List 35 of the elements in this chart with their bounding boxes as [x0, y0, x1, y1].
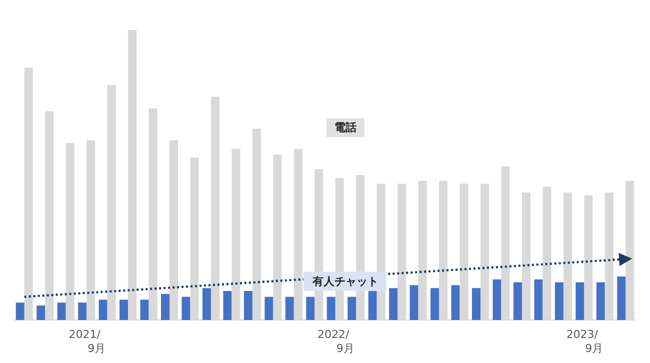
bar [98, 300, 108, 320]
bar [348, 296, 356, 320]
bar [306, 296, 315, 320]
bar [410, 285, 418, 320]
bar [264, 296, 274, 320]
bar [430, 288, 440, 320]
bar [223, 291, 232, 320]
x-tick-label: 2021/ 9月 [68, 328, 106, 355]
bar [78, 302, 87, 320]
series-label: 有人チャット [311, 274, 378, 288]
bar [36, 306, 46, 320]
bar [202, 288, 211, 320]
bar [534, 279, 543, 320]
bar [57, 302, 66, 320]
bar [472, 288, 480, 320]
bar [285, 296, 294, 320]
bar [244, 291, 252, 320]
bar [389, 288, 398, 320]
bar [161, 294, 170, 320]
bar [554, 282, 564, 320]
bar [492, 279, 502, 320]
bar [182, 296, 190, 320]
bar [120, 300, 128, 320]
bar [617, 276, 626, 320]
bar [140, 300, 149, 320]
bar [576, 282, 584, 320]
x-tick-label: 2023/ 9月 [566, 328, 604, 355]
bar [451, 285, 460, 320]
bar [596, 282, 605, 320]
bar [16, 302, 24, 320]
text: 電話 [334, 121, 356, 134]
bar [368, 291, 377, 320]
bar [513, 282, 522, 320]
bar [326, 296, 336, 320]
x-tick-label: 2022/ 9月 [318, 328, 354, 355]
